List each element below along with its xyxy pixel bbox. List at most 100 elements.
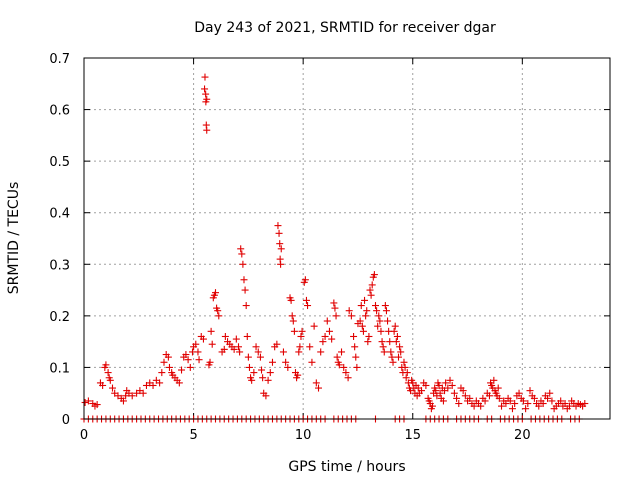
data-point: [277, 260, 285, 268]
data-point: [250, 369, 258, 377]
data-point: [400, 358, 408, 366]
data-point: [519, 397, 527, 405]
data-point: [342, 369, 350, 377]
data-point: [448, 381, 456, 389]
data-point: [207, 327, 215, 335]
data-point: [524, 400, 532, 408]
data-point: [363, 307, 371, 315]
data-point: [345, 307, 353, 315]
data-point: [535, 402, 543, 410]
y-tick-label: 0.5: [49, 155, 70, 170]
data-point: [254, 348, 262, 356]
data-point: [298, 327, 306, 335]
data-point: [366, 286, 374, 294]
data-point: [439, 397, 447, 405]
data-point: [262, 392, 270, 400]
data-point: [357, 302, 365, 310]
data-point: [236, 348, 244, 356]
data-point: [84, 397, 92, 405]
x-tick-label: 10: [295, 428, 312, 443]
data-point: [158, 369, 166, 377]
data-point: [149, 381, 157, 389]
data-point: [466, 394, 474, 402]
data-point: [374, 322, 382, 330]
data-point: [395, 353, 403, 361]
data-point: [99, 381, 107, 389]
data-point: [422, 381, 430, 389]
data-point: [436, 389, 444, 397]
data-point: [106, 376, 114, 384]
data-point: [347, 312, 355, 320]
chart-title: Day 243 of 2021, SRMTID for receiver dga…: [194, 20, 496, 36]
data-point: [403, 369, 411, 377]
data-point: [386, 338, 394, 346]
data-point: [274, 222, 282, 230]
data-point: [546, 389, 554, 397]
data-point: [459, 387, 467, 395]
data-point: [498, 402, 506, 410]
data-point: [275, 229, 283, 237]
data-point: [235, 343, 243, 351]
data-point: [276, 240, 284, 248]
data-point: [442, 379, 450, 387]
data-point: [104, 369, 112, 377]
data-point: [238, 250, 246, 258]
data-point: [490, 376, 498, 384]
data-point: [102, 361, 110, 369]
data-point: [202, 90, 210, 98]
data-point: [279, 348, 287, 356]
data-point: [319, 338, 327, 346]
data-point: [330, 299, 338, 307]
data-point: [321, 332, 329, 340]
data-point: [356, 317, 364, 325]
data-point: [432, 387, 440, 395]
data-point: [378, 338, 386, 346]
data-point: [338, 348, 346, 356]
data-point: [178, 366, 186, 374]
data-point: [581, 400, 589, 408]
data-point: [401, 363, 409, 371]
data-point: [522, 405, 530, 413]
data-point: [333, 353, 341, 361]
y-tick-label: 0.7: [49, 52, 70, 67]
data-point: [290, 327, 298, 335]
data-point: [353, 363, 361, 371]
data-point: [242, 302, 250, 310]
data-point: [195, 356, 203, 364]
data-point: [239, 260, 247, 268]
y-tick-label: 0: [62, 413, 70, 428]
data-point: [128, 392, 136, 400]
data-point: [306, 343, 314, 351]
data-point: [264, 376, 272, 384]
x-tick-label: 15: [404, 428, 421, 443]
data-point: [296, 343, 304, 351]
data-point: [365, 332, 373, 340]
data-point: [397, 348, 405, 356]
data-point: [220, 345, 228, 353]
data-point: [156, 379, 164, 387]
data-point: [273, 340, 281, 348]
data-point: [461, 392, 469, 400]
data-point: [402, 374, 410, 382]
data-point: [165, 363, 173, 371]
x-tick-label: 20: [514, 428, 531, 443]
axis-ticks: [83, 57, 610, 420]
data-point: [375, 312, 383, 320]
data-point: [237, 245, 245, 253]
data-point: [358, 322, 366, 330]
x-tick-label: 5: [189, 428, 197, 443]
data-point: [192, 340, 200, 348]
data-point: [382, 307, 390, 315]
data-point: [428, 402, 436, 410]
data-point: [119, 397, 127, 405]
data-point: [315, 384, 323, 392]
data-point: [206, 358, 214, 366]
data-point: [186, 363, 194, 371]
data-point: [362, 312, 370, 320]
data-point: [450, 389, 458, 397]
y-tick-label: 0.2: [49, 310, 70, 325]
data-point: [508, 405, 516, 413]
data-point: [368, 281, 376, 289]
data-point: [294, 371, 302, 379]
data-point: [335, 361, 343, 369]
